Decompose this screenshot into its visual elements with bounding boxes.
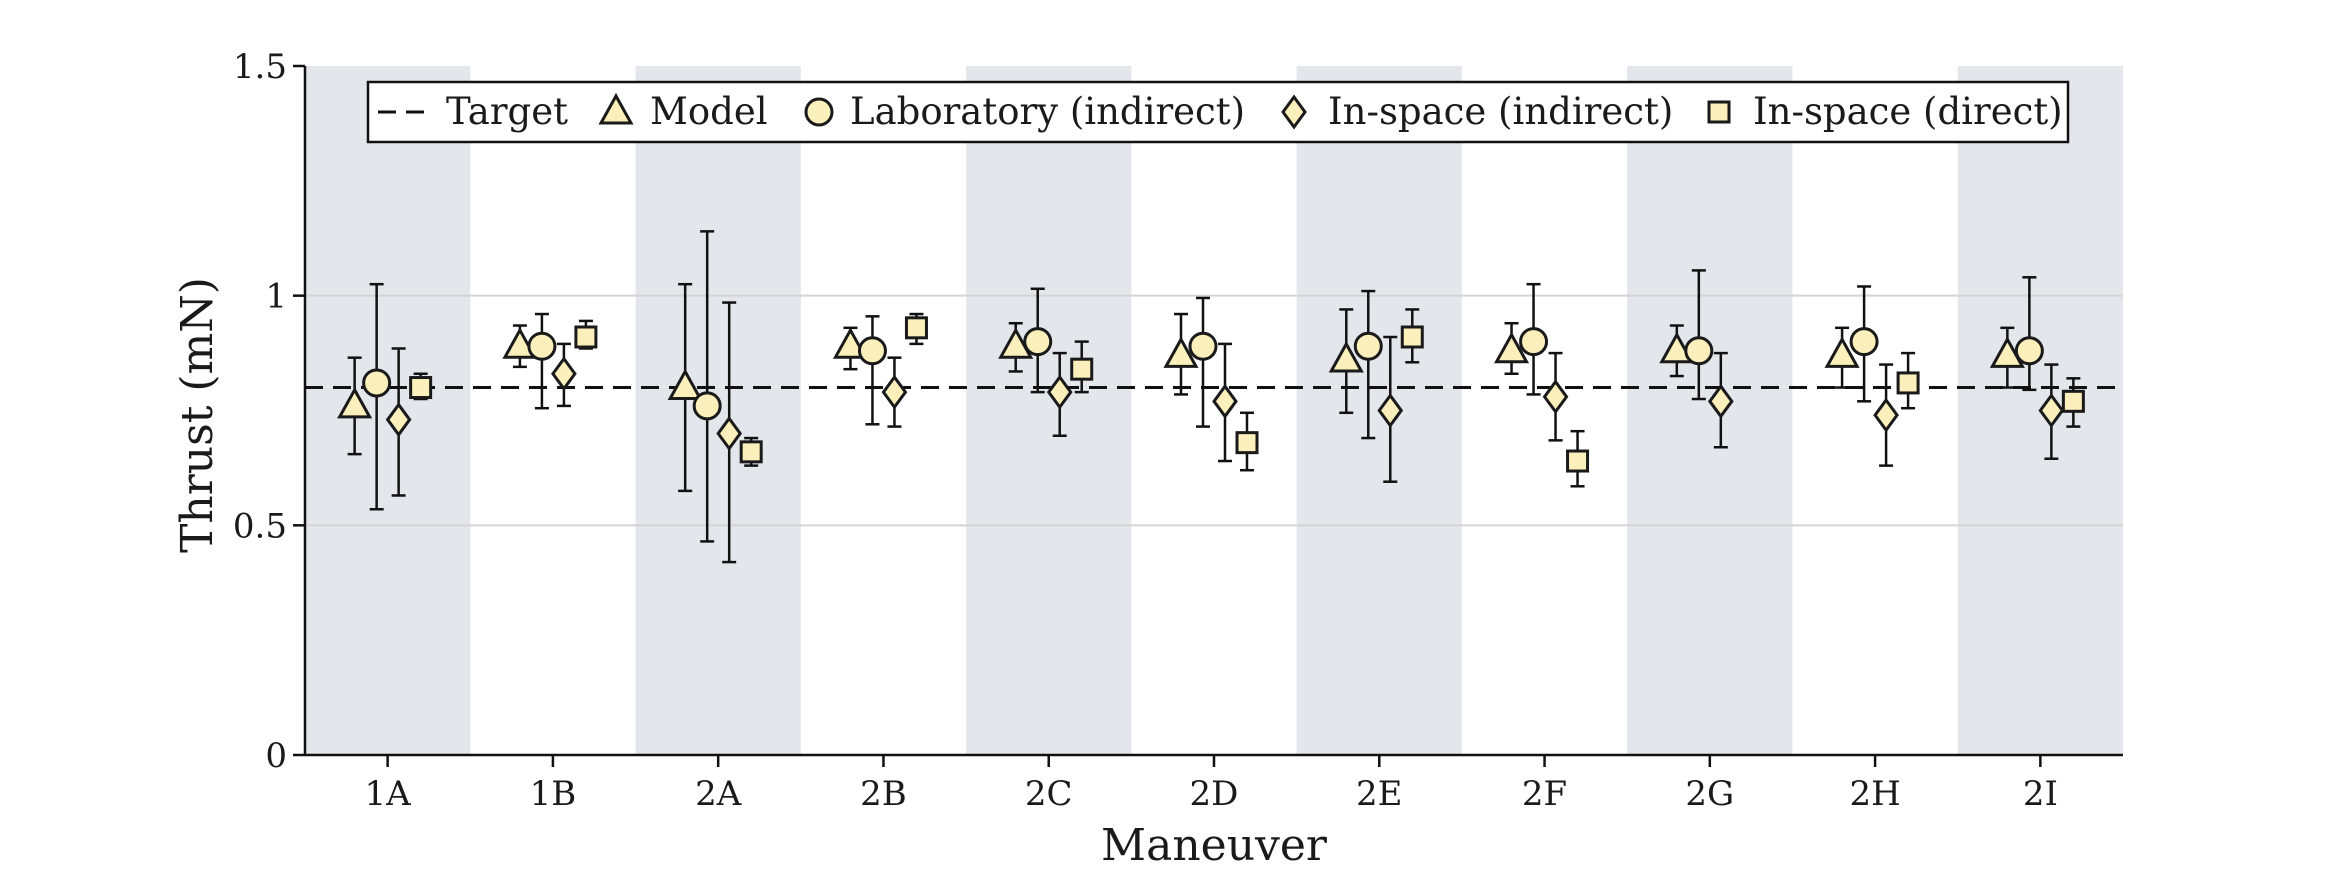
y-tick-label: 1.5 bbox=[233, 47, 287, 87]
data-point-triangle bbox=[1989, 336, 2025, 368]
grid-lines bbox=[305, 294, 2123, 527]
band-2G bbox=[1627, 66, 1793, 755]
data-point-triangle bbox=[998, 327, 1034, 359]
y-tick-label: 0.5 bbox=[233, 506, 287, 546]
legend-item-square: In-space (direct) bbox=[1707, 90, 2063, 133]
x-axis-label: Maneuver bbox=[1101, 820, 1328, 871]
legend-label: In-space (indirect) bbox=[1328, 90, 1673, 133]
error-bar bbox=[1361, 289, 1376, 440]
data-point-circle bbox=[362, 368, 392, 398]
legend-item-triangle: Model bbox=[598, 90, 768, 133]
data-point-triangle bbox=[832, 327, 869, 359]
x-tick-label: 2I bbox=[2023, 774, 2058, 814]
error-bar bbox=[1196, 296, 1210, 428]
data-point-circle bbox=[1684, 336, 1714, 366]
data-point-circle bbox=[1849, 327, 1879, 357]
data-point-circle bbox=[1023, 327, 1053, 357]
x-tick-label: 2E bbox=[1356, 774, 1402, 814]
data-point-diamond bbox=[551, 356, 577, 392]
data-point-square bbox=[904, 316, 928, 340]
x-axis-ticks: 1A 1B 2A 2B 2C 2D 2E 2F 2G 2H 2I bbox=[365, 755, 2058, 814]
axes bbox=[303, 66, 2123, 757]
data-point-diamond bbox=[881, 374, 908, 410]
data-point-diamond bbox=[716, 415, 743, 452]
data-point-circle bbox=[1188, 331, 1218, 361]
data-point-triangle bbox=[1328, 340, 1364, 373]
x-tick-label: 2A bbox=[695, 774, 742, 814]
y-tick-label: 0 bbox=[265, 736, 287, 776]
band-1A bbox=[305, 66, 471, 755]
data-point-diamond bbox=[2038, 392, 2065, 429]
data-point-circle bbox=[527, 331, 557, 361]
data-point-triangle bbox=[502, 327, 538, 359]
legend-label: Target bbox=[446, 90, 568, 133]
data-point-diamond bbox=[1377, 392, 1404, 429]
data-point-square bbox=[409, 376, 433, 400]
legend-swatch-diamond bbox=[1281, 94, 1307, 130]
error-bar bbox=[534, 312, 549, 410]
y-axis-ticks: 0 0.5 1 1.5 bbox=[233, 47, 305, 776]
data-point-square bbox=[1566, 449, 1590, 473]
legend-box bbox=[366, 80, 2070, 144]
legend-swatch-triangle bbox=[598, 92, 634, 125]
x-tick-label: 2D bbox=[1190, 774, 1239, 814]
legend-item-diamond: In-space (indirect) bbox=[1281, 90, 1673, 133]
data-point-diamond bbox=[1707, 383, 1734, 419]
data-point-triangle bbox=[1824, 336, 1860, 368]
x-tick-label: 2F bbox=[1522, 774, 1567, 814]
data-point-diamond bbox=[385, 402, 412, 438]
data-point-circle bbox=[2014, 336, 2044, 366]
legend-item-circle: Laboratory (indirect) bbox=[804, 90, 1245, 133]
data-point-square bbox=[1896, 371, 1920, 395]
data-point-square bbox=[1400, 325, 1424, 349]
legend-label: In-space (direct) bbox=[1753, 90, 2063, 133]
data-point-circle bbox=[692, 391, 722, 421]
legend-item-target: Target bbox=[378, 90, 568, 133]
x-tick-label: 2G bbox=[1685, 774, 1734, 814]
y-tick-label: 1 bbox=[265, 277, 287, 317]
data-markers bbox=[337, 316, 2085, 473]
data-point-circle bbox=[857, 336, 887, 366]
data-point-square bbox=[1070, 357, 1094, 381]
x-tick-label: 1B bbox=[530, 774, 577, 814]
x-tick-label: 2H bbox=[1849, 774, 1900, 814]
data-point-circle bbox=[1519, 327, 1549, 357]
legend: Target Model Laboratory (indirect) In-space… bbox=[366, 80, 2070, 144]
data-point-diamond bbox=[1046, 374, 1073, 410]
data-point-diamond bbox=[1542, 379, 1569, 415]
data-point-diamond bbox=[1212, 383, 1238, 419]
data-point-square bbox=[574, 325, 598, 349]
data-point-triangle bbox=[667, 368, 703, 401]
y-axis-label: Thrust (mN) bbox=[172, 277, 223, 553]
data-point-circle bbox=[1353, 331, 1383, 361]
data-point-triangle bbox=[1493, 331, 1530, 364]
legend-label: Laboratory (indirect) bbox=[850, 90, 1245, 133]
data-point-diamond bbox=[1873, 397, 1899, 433]
x-tick-label: 1A bbox=[365, 774, 412, 814]
band-2C bbox=[966, 66, 1132, 755]
x-tick-label: 2B bbox=[860, 774, 907, 814]
legend-label: Model bbox=[650, 90, 768, 133]
legend-swatch-circle bbox=[804, 97, 834, 127]
data-point-triangle bbox=[337, 386, 373, 419]
error-bar bbox=[865, 315, 880, 426]
x-tick-label: 2C bbox=[1025, 774, 1073, 814]
data-point-square bbox=[739, 440, 763, 464]
legend-swatch-square bbox=[1707, 100, 1731, 124]
data-point-triangle bbox=[1659, 331, 1695, 364]
error-bar bbox=[700, 230, 715, 543]
shaded-bands bbox=[305, 66, 2123, 755]
error-bar bbox=[1691, 269, 1706, 401]
data-point-square bbox=[1235, 431, 1259, 455]
error-bar bbox=[2022, 276, 2037, 392]
data-point-triangle bbox=[1163, 336, 1199, 368]
data-point-square bbox=[2061, 389, 2085, 413]
error-bars bbox=[347, 230, 2081, 564]
